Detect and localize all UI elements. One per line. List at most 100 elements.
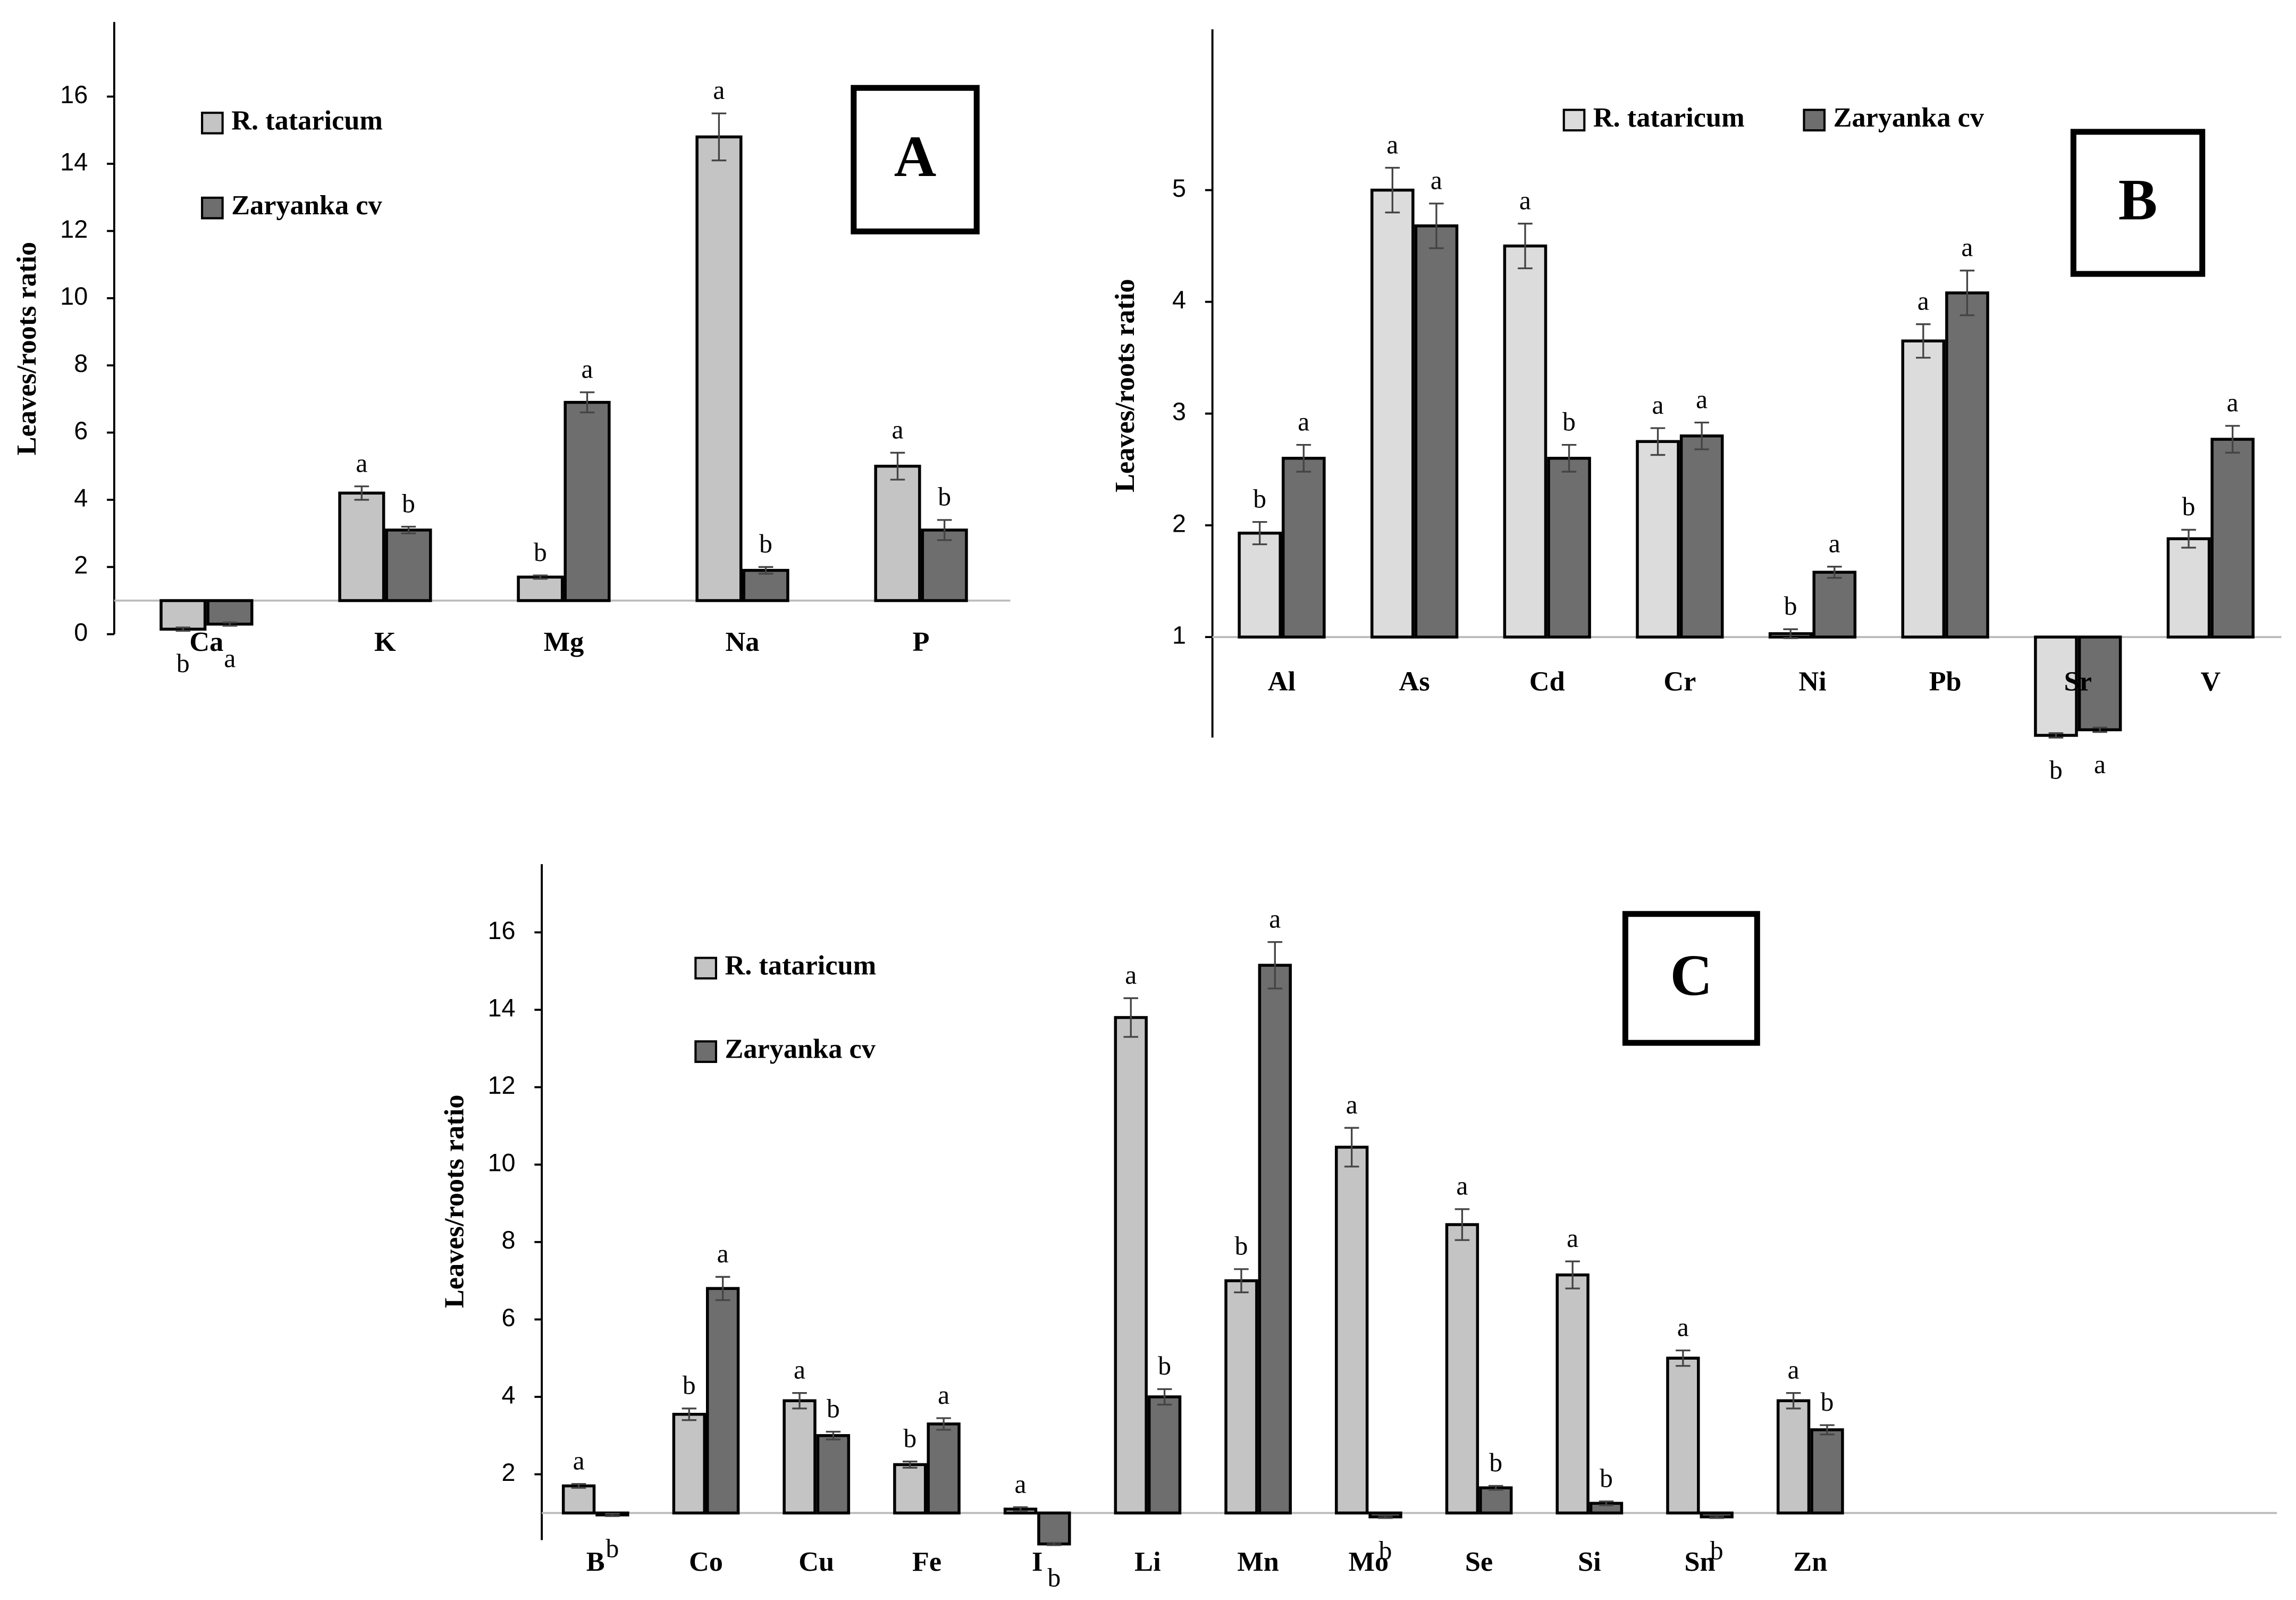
bar: [206, 599, 254, 626]
y-tick-label: 10: [60, 282, 88, 310]
significance-letter: b: [903, 1423, 916, 1453]
bar: [1370, 188, 1415, 639]
bar: [338, 491, 385, 602]
error-bar: [1157, 1388, 1172, 1406]
significance-letter: a: [1269, 904, 1281, 933]
significance-letter: a: [892, 415, 903, 444]
error-bar: [1234, 1268, 1249, 1294]
y-tick-label: 2: [1172, 509, 1186, 537]
y-tick-label: 8: [74, 350, 88, 378]
significance-letter: b: [1235, 1232, 1248, 1261]
error-bar: [354, 485, 369, 501]
error-bar: [1561, 443, 1577, 473]
error-bar: [1916, 323, 1931, 359]
bar: [742, 568, 789, 602]
error-bar: [605, 1513, 620, 1517]
error-bar: [1786, 1392, 1801, 1410]
legend-label: Zaryanka cv: [1834, 102, 1984, 133]
bar: [1445, 1223, 1479, 1515]
error-bar: [1454, 1208, 1470, 1241]
significance-letter: a: [1519, 186, 1531, 215]
bar: [921, 529, 968, 602]
significance-letter: b: [1600, 1463, 1613, 1493]
x-tick-label: Pb: [1929, 666, 1962, 697]
bar: [1238, 531, 1282, 639]
y-tick-label: 3: [1172, 398, 1186, 425]
significance-letter: b: [827, 1394, 840, 1423]
significance-letter: a: [1917, 287, 1929, 316]
bar: [2034, 635, 2078, 737]
significance-letter: a: [1125, 960, 1137, 990]
legend-label: Zaryanka cv: [231, 190, 382, 221]
error-bar: [1378, 1514, 1393, 1519]
significance-letter: b: [402, 489, 415, 518]
bar: [2078, 635, 2122, 732]
bar: [564, 400, 611, 602]
error-bar: [792, 1392, 807, 1410]
legend-swatch: [201, 112, 224, 135]
significance-letter: a: [573, 1446, 585, 1476]
error-bar: [1650, 427, 1666, 456]
y-axis-label: Leaves/roots ratio: [11, 242, 42, 456]
y-tick-label: 12: [60, 215, 88, 243]
significance-letter: a: [1015, 1469, 1027, 1498]
bar: [561, 1484, 596, 1515]
legend-swatch: [694, 957, 717, 980]
error-bar: [1518, 222, 1533, 270]
error-bar: [579, 391, 595, 414]
error-bar: [1047, 1542, 1062, 1546]
error-bar: [1959, 270, 1975, 316]
legend-swatch: [1803, 108, 1826, 132]
legend-label: Zaryanka cv: [725, 1034, 876, 1065]
error-bar: [2225, 425, 2240, 454]
significance-letter: b: [1379, 1536, 1392, 1565]
significance-letter: b: [1158, 1351, 1171, 1380]
bar: [672, 1412, 706, 1515]
y-tick-label: 6: [74, 417, 88, 445]
bar: [385, 529, 432, 602]
y-axis-label: Leaves/roots ratio: [1109, 279, 1140, 492]
error-bar: [2092, 726, 2107, 733]
panel-title: A: [894, 124, 937, 189]
panel-box: [851, 85, 980, 234]
bar: [1335, 1145, 1369, 1515]
bar: [1812, 571, 1857, 639]
bar: [1479, 1486, 1513, 1515]
error-bar: [1296, 443, 1311, 473]
y-axis-label: Leaves/roots ratio: [439, 1095, 469, 1309]
x-tick-label: Ni: [1798, 666, 1826, 697]
significance-letter: a: [1567, 1224, 1578, 1253]
x-tick-label: Sn: [1684, 1546, 1715, 1577]
error-bar: [937, 519, 952, 541]
x-tick-label: Al: [1268, 666, 1296, 697]
error-bar: [1344, 1127, 1359, 1168]
x-tick-label: Sr: [2064, 666, 2092, 697]
error-bar: [1123, 997, 1139, 1038]
significance-letter: a: [1386, 130, 1398, 159]
x-tick-label: Se: [1465, 1546, 1493, 1577]
significance-letter: b: [759, 529, 772, 558]
y-tick-label: 2: [502, 1459, 516, 1486]
x-tick-label: Cd: [1529, 666, 1565, 697]
x-tick-label: V: [2200, 666, 2221, 697]
error-bar: [890, 451, 905, 481]
significance-letter: a: [2227, 388, 2239, 417]
bar: [1636, 440, 1680, 639]
error-bar: [2181, 529, 2196, 549]
error-bar: [826, 1430, 841, 1440]
bar: [1945, 291, 1989, 639]
y-tick-label: 8: [502, 1226, 516, 1254]
error-bar: [711, 112, 727, 162]
x-tick-label: Si: [1578, 1546, 1601, 1577]
x-tick-label: I: [1032, 1546, 1042, 1577]
error-bar: [533, 574, 548, 580]
significance-letter: a: [1696, 384, 1708, 414]
error-bar: [1599, 1500, 1614, 1506]
x-tick-label: Zn: [1793, 1546, 1827, 1577]
significance-letter: b: [1047, 1563, 1061, 1592]
significance-letter: a: [356, 448, 367, 478]
x-tick-label: Fe: [912, 1546, 941, 1577]
error-bar: [1565, 1260, 1580, 1289]
bar: [1901, 339, 1946, 639]
error-bar: [1694, 421, 1709, 450]
